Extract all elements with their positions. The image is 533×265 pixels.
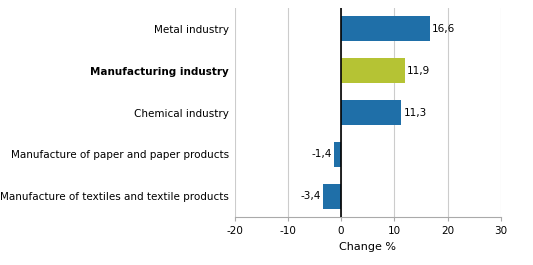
Bar — [341, 100, 401, 125]
Bar — [334, 142, 341, 167]
Bar — [323, 184, 341, 209]
Text: 16,6: 16,6 — [432, 24, 455, 34]
Text: -1,4: -1,4 — [311, 149, 332, 160]
Text: 11,9: 11,9 — [407, 66, 430, 76]
Text: 11,3: 11,3 — [403, 108, 427, 118]
X-axis label: Change %: Change % — [340, 242, 396, 252]
Bar — [341, 16, 430, 41]
Bar — [341, 58, 405, 83]
Text: -3,4: -3,4 — [301, 191, 321, 201]
